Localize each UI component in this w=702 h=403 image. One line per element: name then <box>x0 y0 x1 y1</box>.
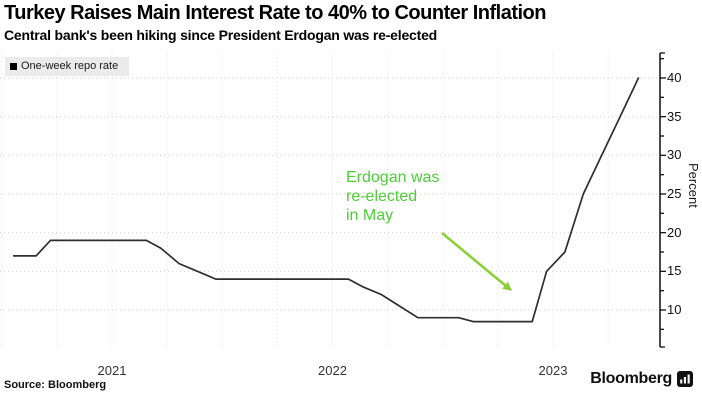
legend-label: One-week repo rate <box>21 60 119 72</box>
series-swatch-icon <box>10 62 17 70</box>
y-tick-label: 10 <box>667 301 682 317</box>
y-tick-label: 30 <box>667 147 682 163</box>
annotation-line-2: re-elected <box>346 188 418 205</box>
y-tick-label: 25 <box>667 185 682 201</box>
y-tick-label: 40 <box>667 70 682 85</box>
bloomberg-badge-icon <box>677 371 693 387</box>
annotation-line-3: in May <box>346 207 394 224</box>
legend: One-week repo rate <box>5 57 130 76</box>
bloomberg-wordmark: Bloomberg <box>590 370 672 387</box>
chart-subtitle: Central bank's been hiking since Preside… <box>4 27 438 43</box>
y-tick-label: 20 <box>667 224 682 240</box>
x-tick-label: 2022 <box>318 363 347 378</box>
repo-rate-line <box>12 77 640 323</box>
bloomberg-logo: Bloomberg <box>590 370 693 388</box>
annotation-erdogan: Erdogan was re-elected in May <box>346 168 439 225</box>
annotation-line-1: Erdogan was <box>346 169 440 186</box>
y-axis-title: Percent <box>686 163 701 208</box>
x-tick-label: 2023 <box>538 363 568 378</box>
annotation-arrow-icon <box>441 231 512 291</box>
x-tick-label: 2021 <box>97 363 127 378</box>
y-tick-label: 35 <box>667 108 682 124</box>
chart-title: Turkey Raises Main Interest Rate to 40% … <box>4 2 546 24</box>
source-text: Source: Bloomberg <box>4 379 107 391</box>
y-tick-label: 15 <box>667 263 682 279</box>
